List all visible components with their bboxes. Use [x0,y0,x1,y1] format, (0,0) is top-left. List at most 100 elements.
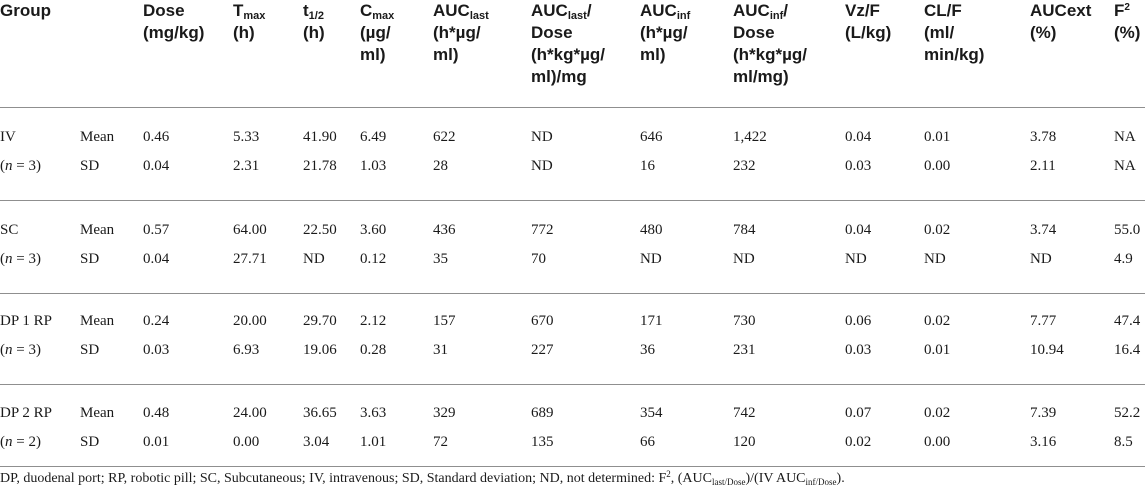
header-aucinf-dose-main: AUC [733,1,770,20]
table-cell: NA [1114,158,1136,174]
group-n-suffix: = 2) [12,434,41,450]
table-cell: 21.78 [303,158,337,174]
header-auclast-main: AUC [433,1,470,20]
header-auclast-dose-main: AUC [531,1,568,20]
header-clf: CL/F (ml/ min/kg) [924,0,984,66]
header-cmax-unit2: ml) [360,45,386,64]
rule-group-2 [0,293,1145,294]
table-cell: 0.24 [143,313,170,329]
header-aucinf-unit2: ml) [640,45,666,64]
header-group-label: Group [0,1,51,20]
header-aucinf-sub: inf [676,10,691,22]
header-vzf-unit: (L/kg) [845,23,892,42]
group-n-prefix: ( [0,251,5,267]
header-auclast: AUClast (h*µg/ ml) [433,0,489,66]
table-cell: 4.9 [1114,251,1133,267]
table-cell: 0.57 [143,222,170,238]
table-cell: 227 [531,342,554,358]
table-cell: 0.12 [360,251,387,267]
header-auclast-unit2: ml) [433,45,459,64]
table-cell: 772 [531,222,554,238]
group-n-symbol: n [5,434,13,450]
header-aucinf-dose-sub: inf [769,10,784,22]
table-cell: 36.65 [303,405,337,421]
table-cell: 1.01 [360,434,387,450]
header-vzf: Vz/F (L/kg) [845,0,891,44]
stat-label: SD [80,251,100,267]
header-tmax-main: T [233,1,244,20]
table-cell: ND [733,251,755,267]
table-cell: 27.71 [233,251,267,267]
header-group: Group [0,0,51,22]
table-cell: 0.03 [845,342,872,358]
stat-label: SD [80,158,100,174]
table-cell: 41.90 [303,129,337,145]
footnote-sub2: inf/Dose [805,477,837,487]
table-cell: 3.16 [1030,434,1057,450]
table-cell: 72 [433,434,448,450]
stat-label: Mean [80,129,115,145]
table-cell: ND [924,251,946,267]
header-f: F2 (%) [1114,0,1140,44]
header-aucinf-dose: AUCinf/ Dose (h*kg*µg/ ml/mg) [733,0,807,88]
group-n-prefix: ( [0,434,5,450]
header-cmax-sub: max [372,10,395,22]
table-cell: 0.28 [360,342,387,358]
table-cell: 0.02 [924,313,951,329]
table-cell: 1.03 [360,158,387,174]
table-cell: 436 [433,222,456,238]
table-cell: 171 [640,313,663,329]
group-name: DP 1 RP [0,313,52,329]
stat-label: Mean [80,405,115,421]
header-auclast-dose-l2: Dose [531,23,573,42]
table-footnote: DP, duodenal port; RP, robotic pill; SC,… [0,470,845,488]
table-cell: 10.94 [1030,342,1064,358]
header-thalf-main: t [303,1,309,20]
table-cell: 0.04 [143,251,170,267]
header-aucinf-dose-l4: ml/mg) [733,67,789,86]
table-cell: 232 [733,158,756,174]
header-clf-label: CL/F [924,1,962,20]
table-cell: 0.46 [143,129,170,145]
table-cell: 70 [531,251,546,267]
header-tmax: Tmax (h) [233,0,265,44]
table-cell: 0.48 [143,405,170,421]
table-cell: 2.12 [360,313,387,329]
header-f-main: F [1114,1,1125,20]
header-dose-unit: (mg/kg) [143,23,205,42]
group-n-symbol: n [5,251,13,267]
table-cell: NA [1114,129,1136,145]
table-cell: 1,422 [733,129,767,145]
table-cell: 36 [640,342,655,358]
table-cell: 231 [733,342,756,358]
header-cmax-unit1: (µg/ [360,23,391,42]
table-cell: 52.2 [1114,405,1141,421]
header-cmax-main: C [360,1,373,20]
table-cell: 0.00 [233,434,260,450]
header-thalf: t1/2 (h) [303,0,325,44]
table-cell: 135 [531,434,554,450]
footnote-mid2: )/(IV AUC [745,471,806,486]
footnote-end: ). [836,471,845,486]
table-cell: 0.04 [845,129,872,145]
footnote-sub1: last/Dose [712,477,746,487]
table-cell: 6.49 [360,129,387,145]
stat-label: Mean [80,222,115,238]
table-cell: 2.31 [233,158,260,174]
table-cell: 24.00 [233,405,267,421]
header-thalf-unit: (h) [303,23,325,42]
table-cell: 22.50 [303,222,337,238]
table-cell: 0.01 [924,342,951,358]
group-n: (n = 3) [0,341,41,359]
table-cell: 6.93 [233,342,260,358]
table-cell: 0.01 [924,129,951,145]
group-n-suffix: = 3) [12,251,41,267]
table-cell: 47.4 [1114,313,1141,329]
table-cell: 670 [531,313,554,329]
header-aucext: AUCext (%) [1030,0,1091,44]
footnote-text: DP, duodenal port; RP, robotic pill; SC,… [0,471,667,486]
group-n-suffix: = 3) [12,158,41,174]
header-cmax: Cmax (µg/ ml) [360,0,394,66]
header-auclast-dose: AUClast/ Dose (h*kg*µg/ ml)/mg [531,0,605,88]
group-n-prefix: ( [0,158,5,174]
